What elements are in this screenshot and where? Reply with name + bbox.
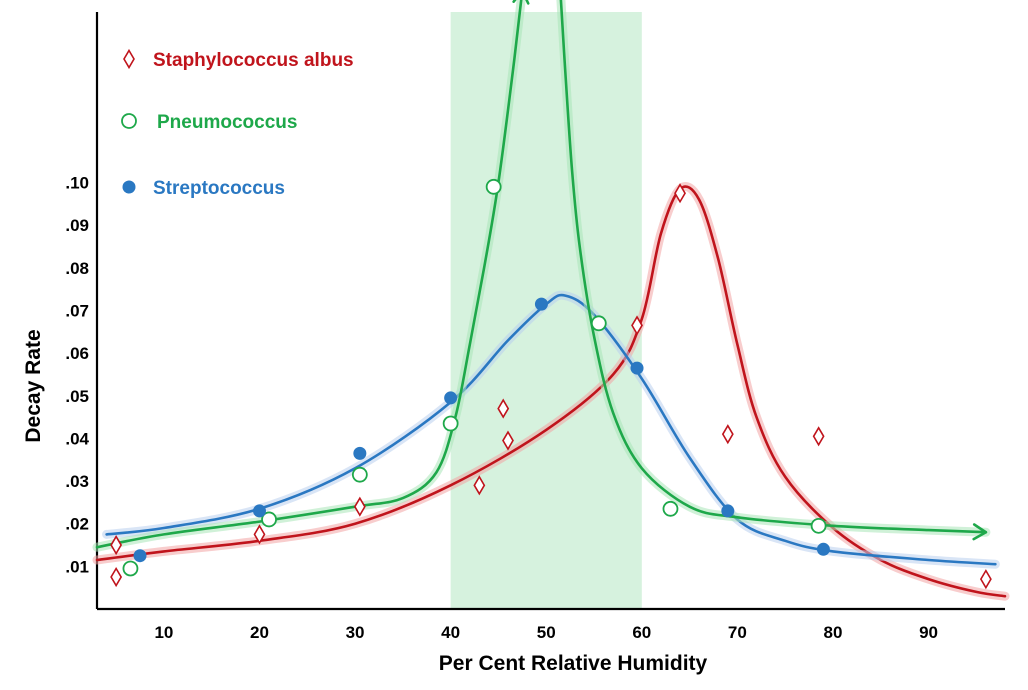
y-tick-label: .04 — [65, 429, 89, 448]
x-tick-label: 90 — [919, 623, 938, 642]
legend-marker-staphylococcus — [123, 48, 135, 70]
streptococcus-curve — [105, 293, 997, 566]
axes-layer — [95, 12, 1005, 611]
staphylococcus-point — [110, 534, 123, 556]
pneumococcus-point — [662, 500, 679, 517]
y-tick-label: .01 — [65, 557, 89, 576]
pneumococcus-point — [590, 315, 607, 332]
staphylococcus-point — [253, 524, 266, 545]
staphylococcus-point — [353, 496, 366, 517]
y-tick-label: .09 — [65, 216, 89, 235]
streptococcus-point — [816, 542, 830, 556]
x-tick-label: 50 — [537, 623, 556, 642]
legend-marker-streptococcus — [122, 180, 136, 194]
pneumococcus-point — [122, 560, 139, 577]
y-axis-title: Decay Rate — [22, 329, 45, 442]
y-tick-label: .07 — [65, 302, 89, 321]
y-tick-label: .06 — [65, 344, 89, 363]
y-tick-label: .03 — [65, 472, 89, 491]
y-tick-label: .05 — [65, 387, 89, 406]
tick-labels-layer: 10 20 30 40 50 60 70 80 90 .01 .02 .03 .04 .05 .06 .07.… — [65, 174, 938, 642]
legend-label-pneumococcus: Pneumococcus — [157, 112, 297, 133]
staphylococcus-point — [631, 315, 643, 336]
staphylococcus-point — [812, 426, 825, 447]
streptococcus-point — [534, 297, 548, 311]
staphylococcus-point — [497, 398, 510, 419]
pneumococcus-rising-curve — [95, 0, 523, 549]
x-tick-label: 80 — [823, 623, 842, 642]
pneumococcus-right-arrowhead — [972, 523, 988, 541]
humidity-highlight-band — [450, 12, 642, 609]
pneumococcus-falling-curve — [559, 0, 988, 534]
pneumococcus-point — [261, 511, 277, 528]
streptococcus-point — [353, 446, 367, 460]
streptococcus-point — [133, 549, 147, 563]
points-layer — [110, 178, 992, 590]
staphylococcus-point — [979, 569, 992, 590]
pneumococcus-point — [442, 415, 459, 432]
streptococcus-point — [630, 361, 644, 375]
legend-marker-pneumococcus — [121, 113, 137, 129]
streptococcus-point — [721, 504, 735, 518]
pneumococcus-point — [351, 466, 368, 483]
staphylococcus-point — [473, 475, 486, 496]
staphylococcus-point — [721, 424, 734, 445]
x-tick-label: 40 — [441, 623, 460, 642]
staphylococcus-point — [674, 183, 686, 204]
x-tick-label: 30 — [346, 623, 365, 642]
streptococcus-point — [252, 504, 266, 518]
pneumococcus-point — [485, 178, 502, 195]
y-tick-label: .02 — [65, 515, 89, 534]
x-axis-title: Per Cent Relative Humidity — [439, 652, 708, 675]
x-tick-label: 10 — [154, 623, 173, 642]
staphylococcus-point — [502, 430, 514, 451]
x-tick-label: 60 — [632, 623, 651, 642]
legend-label-streptococcus: Streptococcus — [153, 178, 285, 199]
legend: Staphylococcus albus Pneumococcus Streptoc… — [121, 48, 354, 199]
x-tick-label: 20 — [250, 623, 269, 642]
streptococcus-point — [444, 391, 458, 405]
pneumococcus-point — [810, 517, 827, 534]
y-tick-label: .10 — [65, 174, 89, 193]
y-tick-label: .08 — [65, 259, 89, 278]
highlight-band-layer — [450, 12, 642, 609]
legend-label-staphylococcus: Staphylococcus albus — [153, 50, 354, 71]
staphylococcus-point — [110, 566, 123, 588]
x-tick-label: 70 — [728, 623, 747, 642]
